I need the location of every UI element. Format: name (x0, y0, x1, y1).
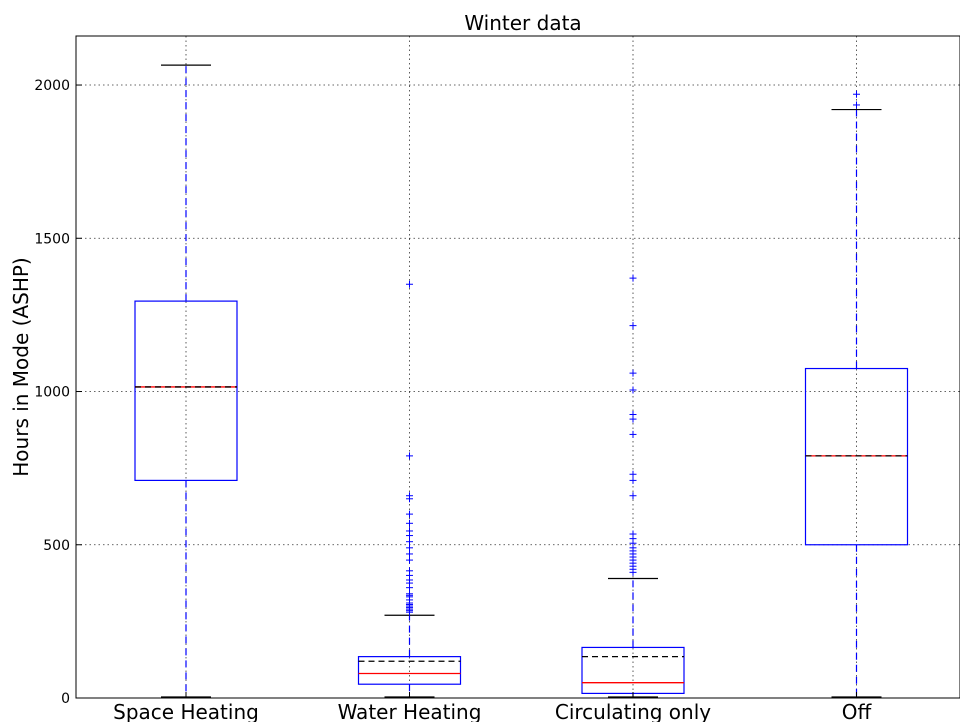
y-tick-label: 1500 (34, 231, 70, 247)
x-tick-label: Off (842, 700, 873, 722)
outlier-point (406, 567, 413, 575)
x-axis-ticks: Space Heating Water Heating Circulating on… (113, 692, 872, 722)
iqr-box (581, 646, 685, 695)
outlier-point (406, 544, 413, 552)
outlier-point (406, 280, 413, 288)
outlier-point (406, 492, 413, 500)
outlier-point (406, 519, 413, 527)
y-tick-label: 2000 (34, 78, 70, 94)
outlier-point (629, 430, 637, 438)
outlier-point (853, 101, 860, 109)
boxes-layer (134, 64, 909, 698)
outlier-point (629, 386, 637, 394)
outlier-point (629, 476, 637, 484)
outlier-point (406, 452, 413, 460)
y-axis-ticks: 0 500 1000 1500 2000 (34, 78, 82, 707)
x-tick-label: Water Heating (338, 700, 482, 722)
box-group (134, 64, 238, 698)
outlier-point (629, 530, 637, 538)
box-group (357, 280, 462, 698)
x-tick-label: Space Heating (113, 700, 259, 722)
outlier-point (629, 411, 637, 419)
outlier-point (406, 538, 413, 546)
grid-lines (76, 36, 960, 699)
outlier-point (406, 590, 413, 598)
outlier-point (406, 510, 413, 518)
outlier-point (629, 322, 637, 330)
outlier-point (406, 556, 413, 564)
iqr-box (134, 300, 238, 481)
y-tick-label: 0 (61, 691, 70, 707)
y-axis-label: Hours in Mode (ASHP) (9, 257, 33, 476)
chart-title: Winter data (464, 11, 581, 35)
iqr-box (357, 656, 462, 685)
outlier-point (406, 527, 413, 535)
outlier-point (853, 90, 860, 98)
outlier-point (629, 470, 637, 478)
box-group (804, 90, 909, 698)
x-tick-label: Circulating only (555, 700, 711, 722)
y-tick-label: 1000 (34, 385, 70, 401)
y-tick-label: 500 (43, 538, 70, 554)
outlier-point (406, 550, 413, 558)
outlier-point (629, 369, 637, 377)
outlier-point (629, 274, 637, 282)
outlier-point (629, 492, 637, 500)
iqr-box (804, 367, 909, 546)
plot-frame (75, 35, 960, 699)
